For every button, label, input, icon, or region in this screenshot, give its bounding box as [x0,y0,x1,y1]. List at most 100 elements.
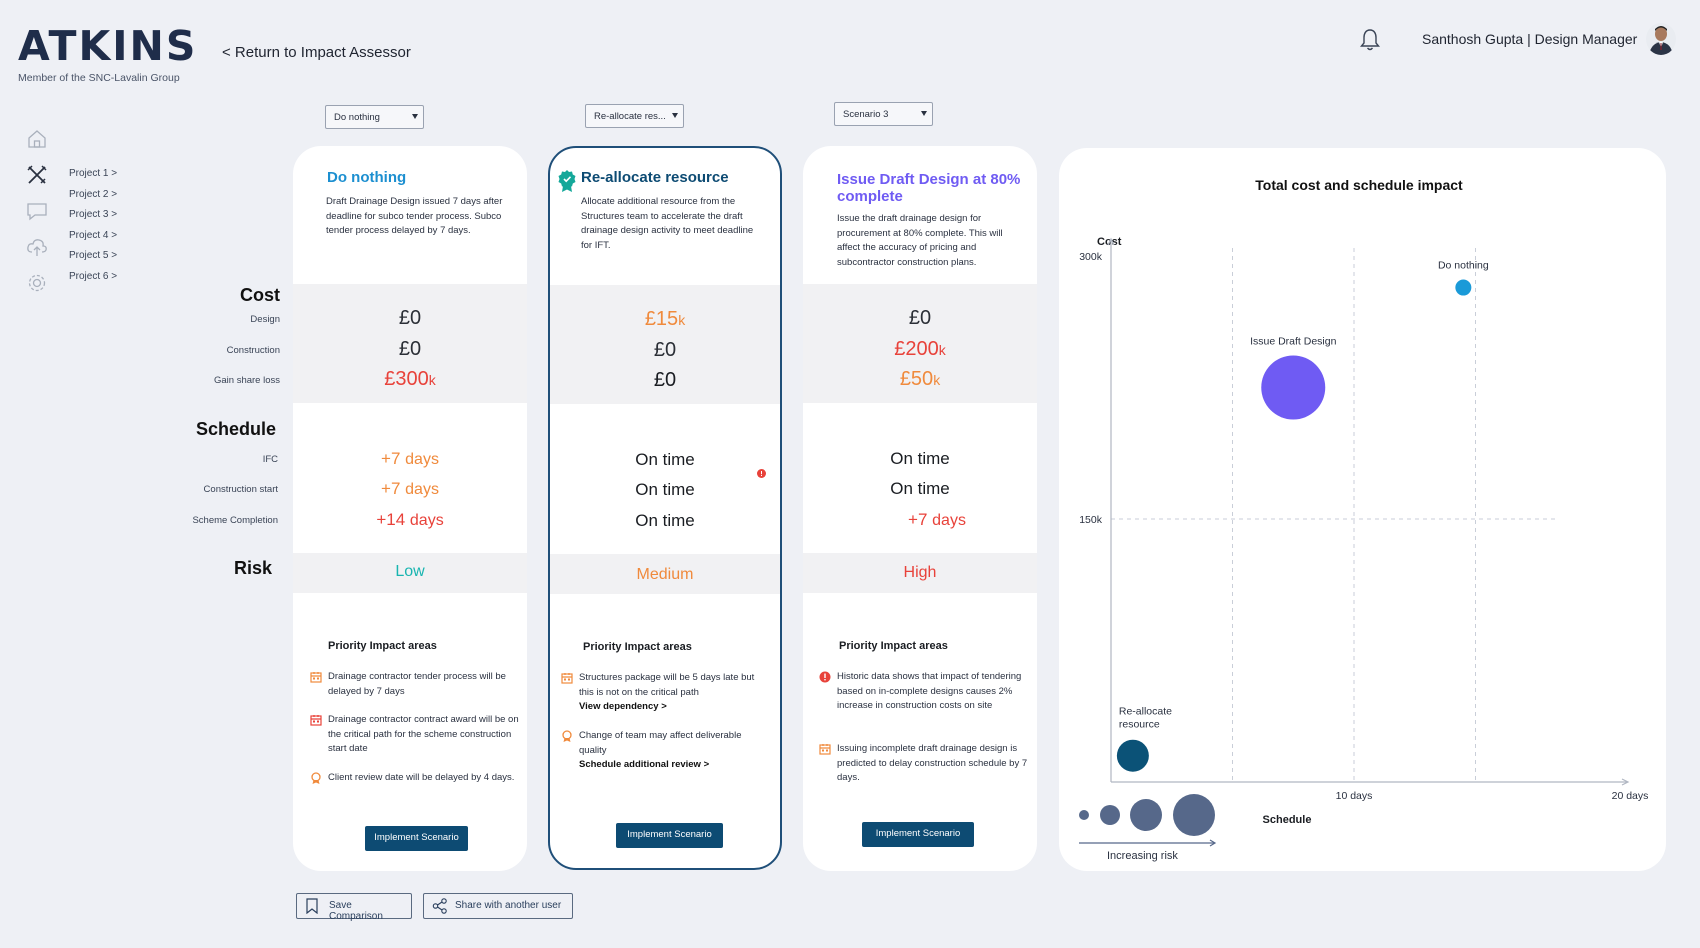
risk-level: Medium [636,566,694,583]
implement-scenario-button[interactable]: Implement Scenario [862,822,974,847]
priority-impact-item: Drainage contractor tender process will … [310,670,520,699]
design-cost: £0 [908,307,932,329]
gear-icon[interactable] [26,272,48,294]
gain-share-cost: £0 [653,369,677,391]
design-cost: £0 [398,307,422,329]
scenario-2-select[interactable]: Re-allocate res... [585,104,684,128]
scheme-completion-schedule: On time [635,511,695,530]
return-link[interactable]: < Return to Impact Assessor [222,44,411,61]
sidebar-project-6[interactable]: Project 6 > [69,270,118,282]
schedule-review-link[interactable]: Schedule additional review > [579,759,710,770]
construction-start-schedule: On time [635,480,695,499]
tools-icon[interactable] [26,164,48,186]
risk-legend-dot-3 [1130,799,1162,831]
priority-impact-item: Change of team may affect deliverable qu… [561,729,771,773]
scenario-2-select-value: Re-allocate res... [594,111,666,122]
ifc-schedule: On time [635,450,695,469]
construction-start-label: Construction start [203,484,278,495]
calendar-icon [561,673,573,684]
chat-icon[interactable] [26,200,48,222]
award-badge-icon [311,772,321,784]
risk-band [803,553,1037,593]
save-comparison-button[interactable]: Save Comparison [296,893,412,922]
home-icon[interactable] [26,128,48,150]
atkins-logo: ATKINS [18,22,198,70]
card-title: Issue Draft Design at 80% complete [837,171,1021,205]
share-button[interactable]: Share with another user [423,893,573,919]
sidebar-project-2[interactable]: Project 2 > [69,188,118,200]
card-title: Re-allocate resource [581,169,729,186]
data-point [1116,739,1149,772]
schedule-heading: Schedule [195,419,276,439]
risk-heading: Risk [233,558,272,578]
cost-heading: Cost [240,285,280,305]
card-title: Do nothing [327,169,407,186]
x-axis-label: Schedule [1263,814,1312,826]
calendar-icon [819,744,831,755]
view-dependency-link[interactable]: View dependency > [579,701,667,712]
gain-share-cost: £300k [384,368,436,390]
priority-impact-title: Priority Impact areas [328,640,437,652]
scenario-3-select[interactable]: Scenario 3 [834,102,933,126]
construction-cost: £0 [398,338,422,360]
data-point-label: Re-allocate [1119,706,1172,718]
risk-legend-dot-1 [1079,810,1089,820]
cost-band [550,285,780,404]
card-description: Issue the draft drainage design for proc… [837,213,1003,268]
design-label: Design [250,314,280,325]
logo-subtitle: Member of the SNC-Lavalin Group [18,72,180,84]
sidebar-project-4[interactable]: Project 4 > [69,229,118,241]
gain-share-cost: £50k [899,368,941,390]
calendar-icon [310,715,322,726]
y-tick-label: 150k [1079,514,1103,526]
implement-scenario-button[interactable]: Implement Scenario [616,823,723,848]
cloud-upload-icon[interactable] [26,236,48,258]
scenario-card-reallocate: Re-allocate resource Allocate additional… [548,146,782,870]
card-description: Draft Drainage Design issued 7 days afte… [326,196,503,236]
avatar[interactable] [1646,23,1676,55]
x-axis-arrow [1621,778,1630,786]
risk-band [550,554,780,594]
chart-title: Total cost and schedule impact [1255,177,1463,193]
impact-chart-card: Total cost and schedule impact Cost Sche… [1059,148,1666,871]
share-icon [432,898,447,914]
scenario-card-issue-draft: Issue Draft Design at 80% complete Issue… [803,146,1037,871]
impact-chart: Total cost and schedule impact Cost Sche… [1079,177,1649,862]
risk-legend-label: Increasing risk [1107,850,1178,862]
y-tick-label: 300k [1079,251,1103,263]
data-point-label: Issue Draft Design [1250,336,1337,348]
construction-start-schedule: On time [890,479,950,498]
save-comparison-label: Save Comparison [329,900,383,922]
data-point [1261,355,1326,420]
scenario-1-select[interactable]: Do nothing [325,105,424,129]
risk-legend-arrowhead [1209,839,1217,847]
notification-bell-icon[interactable] [1359,28,1381,52]
user-name[interactable]: Santhosh Gupta | Design Manager [1422,31,1638,47]
data-point-label: resource [1119,719,1160,731]
scenario-1-select-value: Do nothing [334,112,380,123]
risk-band [293,553,527,593]
priority-impact-item: Client review date will be delayed by 4 … [310,771,520,786]
construction-start-schedule: +7 days [381,479,439,498]
ifc-label: IFC [262,454,278,465]
sidebar-project-3[interactable]: Project 3 > [69,209,118,220]
scenario-3-select-value: Scenario 3 [843,109,889,120]
alert-dot-icon[interactable] [757,469,766,478]
cost-band [803,284,1037,403]
priority-impact-item: Drainage contractor contract award will … [310,713,520,757]
scenario-card-do-nothing: Do nothing Draft Drainage Design issued … [293,146,527,871]
warning-icon [819,671,831,683]
scheme-completion-label: Scheme Completion [192,515,278,526]
construction-cost: £200k [894,338,946,360]
design-cost: £15k [644,308,686,330]
award-badge-icon [562,730,572,742]
scheme-completion-schedule: +14 days [376,510,444,529]
priority-impact-title: Priority Impact areas [839,640,948,652]
sidebar-project-5[interactable]: Project 5 > [69,250,118,261]
sidebar-project-1[interactable]: Project 1 > [69,168,118,179]
x-tick-label: 20 days [1612,790,1649,802]
construction-label: Construction [226,345,280,356]
implement-scenario-button[interactable]: Implement Scenario [365,826,468,851]
ifc-schedule: On time [890,449,950,468]
cost-band [293,284,527,403]
